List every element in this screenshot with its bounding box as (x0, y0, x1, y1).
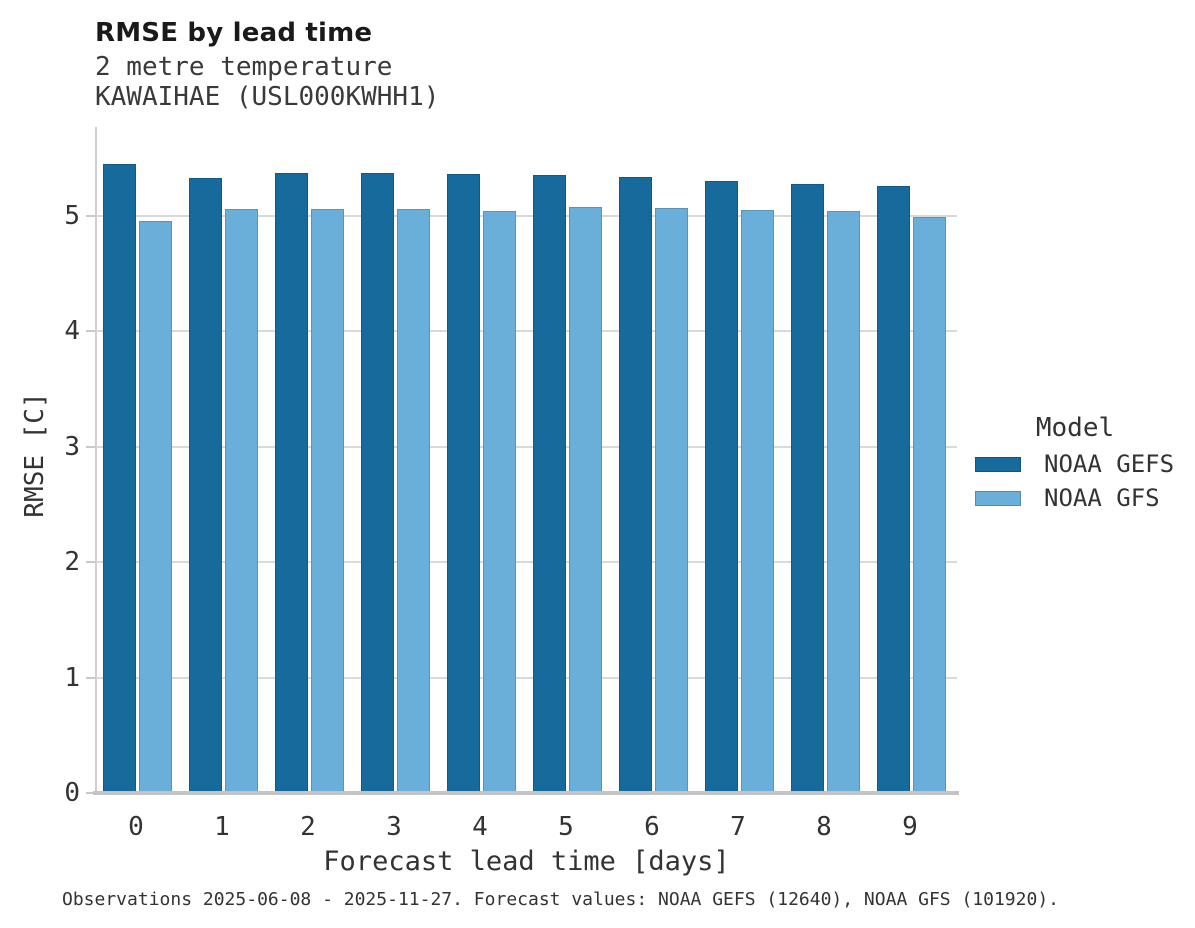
gridline-y-4 (96, 330, 957, 333)
plot-area (96, 127, 957, 793)
y-tick-mark-3 (86, 445, 96, 448)
gridline-y-1 (96, 676, 957, 679)
bar-noaa-gfs-day-6 (655, 207, 688, 793)
x-tick-label-3: 3 (386, 812, 402, 842)
gridline-y-3 (96, 445, 957, 448)
x-tick-label-8: 8 (816, 812, 832, 842)
bar-noaa-gfs-day-2 (311, 208, 344, 793)
caption-text: Observations 2025-06-08 - 2025-11-27. Fo… (62, 889, 1059, 910)
y-tick-mark-2 (86, 561, 96, 564)
y-tick-label-0: 0 (64, 778, 80, 808)
bar-noaa-gefs-day-7 (705, 181, 738, 793)
bar-noaa-gefs-day-4 (447, 174, 480, 793)
bar-noaa-gfs-day-4 (483, 211, 516, 793)
legend: Model NOAA GEFS NOAA GFS (975, 414, 1175, 512)
y-tick-label-1: 1 (64, 662, 80, 693)
bar-noaa-gefs-day-8 (791, 183, 824, 793)
y-tick-label-2: 2 (64, 547, 80, 578)
x-tick-label-0: 0 (128, 812, 144, 842)
x-tick-label-2: 2 (300, 812, 316, 842)
y-tick-label-4: 4 (64, 316, 80, 347)
bar-noaa-gfs-day-9 (913, 217, 946, 793)
legend-row-noaa-gefs: NOAA GEFS (975, 450, 1175, 478)
chart-subtitle: 2 metre temperature (95, 52, 393, 82)
bar-noaa-gfs-day-0 (139, 220, 172, 793)
y-axis-line (95, 127, 97, 793)
gridline-y-5 (96, 214, 957, 217)
x-tick-label-1: 1 (214, 812, 230, 842)
y-tick-mark-4 (86, 330, 96, 333)
bar-noaa-gefs-day-0 (103, 163, 136, 793)
y-tick-mark-1 (86, 676, 96, 679)
y-tick-mark-5 (86, 214, 96, 217)
bar-noaa-gefs-day-5 (533, 175, 566, 793)
bar-noaa-gfs-day-1 (225, 208, 258, 793)
legend-swatch-icon (975, 456, 1021, 472)
bar-noaa-gfs-day-7 (741, 210, 774, 793)
legend-swatch-icon (975, 490, 1021, 506)
bar-noaa-gefs-day-2 (275, 173, 308, 793)
bar-noaa-gfs-day-5 (569, 206, 602, 793)
y-tick-label-3: 3 (64, 431, 80, 462)
legend-label: NOAA GEFS (1044, 450, 1175, 478)
y-tick-mark-0 (86, 792, 96, 794)
legend-title: Model (1035, 413, 1115, 443)
bar-noaa-gfs-day-8 (827, 211, 860, 793)
x-axis-line (93, 791, 959, 795)
bar-noaa-gefs-day-1 (189, 177, 222, 793)
x-tick-label-4: 4 (472, 812, 488, 842)
legend-row-noaa-gfs: NOAA GFS (975, 484, 1175, 512)
chart-station-subtitle: KAWAIHAE (USL000KWHH1) (95, 82, 440, 112)
x-tick-label-9: 9 (902, 812, 918, 842)
bar-noaa-gefs-day-9 (877, 185, 910, 793)
legend-rows: NOAA GEFS NOAA GFS (975, 450, 1175, 512)
bar-noaa-gefs-day-3 (361, 173, 394, 793)
y-tick-label-5: 5 (64, 200, 80, 231)
x-tick-label-5: 5 (558, 812, 574, 842)
x-tick-label-6: 6 (644, 812, 660, 842)
x-tick-label-7: 7 (730, 812, 746, 842)
x-axis-title: Forecast lead time [days] (323, 846, 730, 877)
chart-title: RMSE by lead time (95, 18, 373, 48)
gridline-y-2 (96, 561, 957, 564)
bar-noaa-gfs-day-3 (397, 208, 430, 793)
bar-noaa-gefs-day-6 (619, 176, 652, 793)
legend-label: NOAA GFS (1044, 484, 1160, 512)
